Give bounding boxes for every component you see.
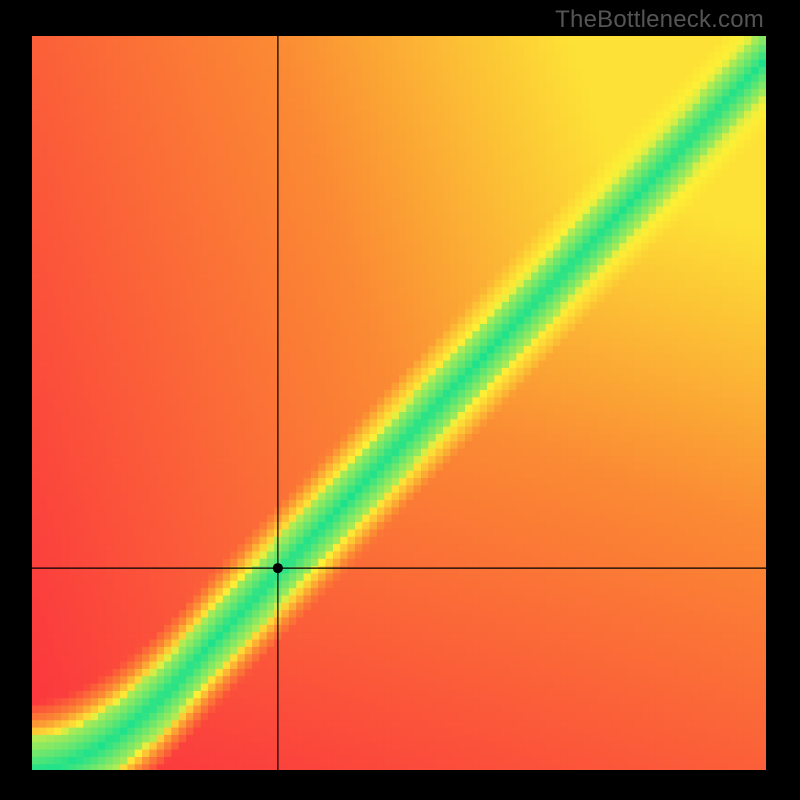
- watermark-text: TheBottleneck.com: [555, 6, 764, 34]
- chart-frame: TheBottleneck.com: [0, 0, 800, 800]
- heatmap-canvas: [32, 36, 766, 770]
